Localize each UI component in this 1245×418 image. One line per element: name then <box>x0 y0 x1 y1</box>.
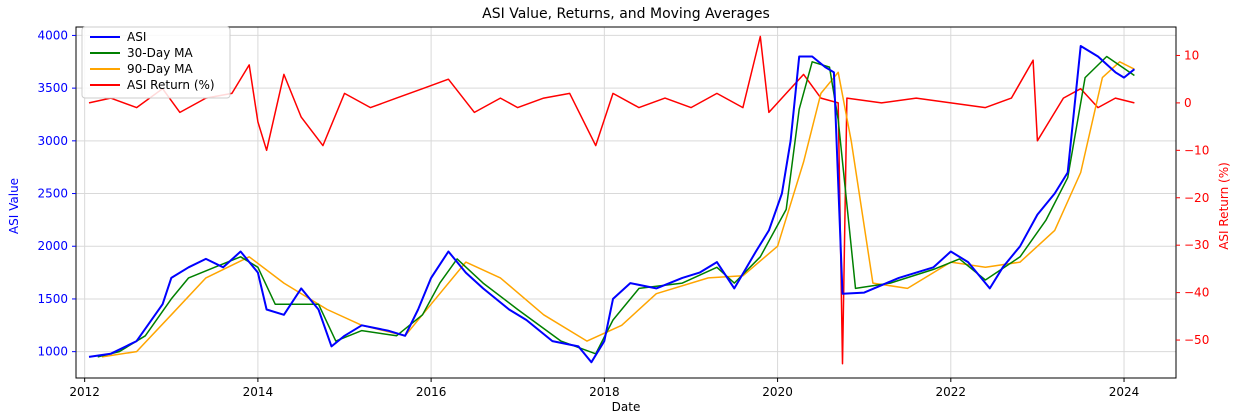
y-right-tick-label: 0 <box>1184 96 1192 110</box>
y-right-tick-label: −10 <box>1184 143 1209 157</box>
legend-label-ma90: 90-Day MA <box>127 62 193 76</box>
chart-title: ASI Value, Returns, and Moving Averages <box>482 6 770 22</box>
y-right-tick-label: −40 <box>1184 286 1209 300</box>
x-tick-label: 2014 <box>243 385 274 399</box>
ma30-line <box>97 55 1135 358</box>
x-tick-label: 2016 <box>416 385 447 399</box>
y-left-tick-label: 3000 <box>37 134 68 148</box>
returns-line <box>88 35 1135 365</box>
x-tick-label: 2020 <box>762 385 793 399</box>
axes-layer: 2012 2014 2016 2018 2020 2022 2024 1000 1500 2000… <box>37 26 1209 399</box>
x-axis-title: Date <box>612 400 641 414</box>
y-axis-left-title: ASI Value <box>7 178 21 234</box>
y-left-tick-label: 4000 <box>37 28 68 42</box>
y-right-tick-label: 10 <box>1184 48 1199 62</box>
y-left-tick-label: 1500 <box>37 292 68 306</box>
y-left-tick-label: 1000 <box>37 345 68 359</box>
x-tick-label: 2024 <box>1109 385 1140 399</box>
x-tick-label: 2018 <box>589 385 620 399</box>
grid-layer <box>76 27 1176 378</box>
y-right-tick-label: −50 <box>1184 333 1209 347</box>
y-left-tick-label: 2000 <box>37 239 68 253</box>
y-left-tick-label: 3500 <box>37 81 68 95</box>
y-left-tick-label: 2500 <box>37 187 68 201</box>
y-right-tick-label: −30 <box>1184 238 1209 252</box>
legend-label-returns: ASI Return (%) <box>127 78 215 92</box>
x-tick-label: 2022 <box>936 385 967 399</box>
legend-label-ma30: 30-Day MA <box>127 46 193 60</box>
legend-label-asi: ASI <box>127 30 146 44</box>
asi-line <box>88 45 1136 364</box>
legend-box <box>81 26 231 99</box>
plot-frame <box>75 26 1177 379</box>
y-right-tick-label: −20 <box>1184 191 1209 205</box>
y-axis-right-title: ASI Return (%) <box>1217 162 1231 250</box>
series-layer <box>88 35 1136 365</box>
x-tick-label: 2012 <box>69 385 100 399</box>
legend: ASI 30-Day MA 90-Day MA ASI Return (%) <box>81 26 231 99</box>
